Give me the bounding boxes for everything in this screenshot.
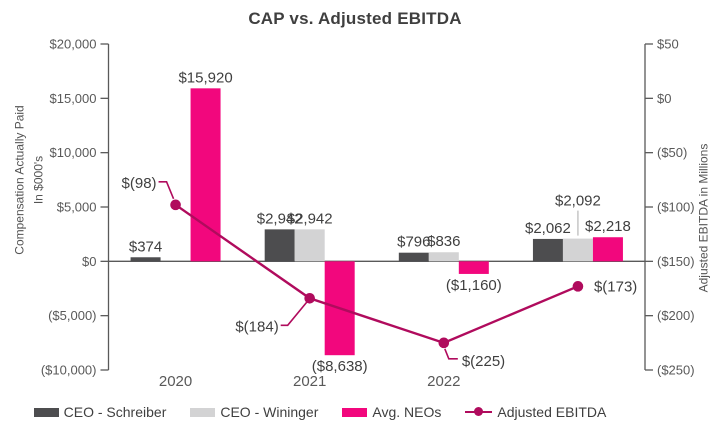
legend-label-ceo-wininger: CEO - Wininger [220,404,319,420]
ebitda-dot [572,281,584,292]
ebitda-label: $(98) [122,175,157,192]
legend-swatch-ceo-schreiber [33,407,59,417]
legend: CEO - Schreiber CEO - Wininger Avg. NEOs… [0,404,640,420]
left-tick-label: $5,000 [57,200,97,215]
bar [130,257,161,262]
left-tick-label: $0 [82,254,96,269]
bar [532,238,563,262]
bar [458,261,489,274]
legend-item-avg-neos: Avg. NEOs [342,404,441,420]
ebitda-label-leader [280,301,308,327]
legend-item-adjusted-ebitda: Adjusted EBITDA [465,404,606,420]
bar-label: ($1,160) [446,277,502,294]
ebitda-label: $(225) [462,353,505,370]
legend-swatch-avg-neos [342,407,368,417]
bar [592,237,623,262]
bar-label: $2,218 [585,218,631,235]
bar-label: $2,942 [287,210,333,227]
right-tick-label: $0 [657,91,671,106]
bar [190,88,221,262]
right-tick-label: ($250) [657,363,695,378]
bar-label: $2,062 [525,220,571,237]
ebitda-line [174,203,579,345]
left-tick-label: ($10,000) [41,363,97,378]
category-label: 2020 [159,373,192,390]
left-tick-label: $10,000 [50,145,97,160]
bar-label: ($8,638) [312,358,368,375]
legend-label-avg-neos: Avg. NEOs [372,404,442,420]
bar-label: $796 [397,234,430,251]
bar [264,229,295,262]
bar-label: $2,092 [555,193,601,210]
left-tick-label: ($5,000) [48,308,96,323]
bar-label: $2,942 [257,210,303,227]
category-label: 2022 [427,373,460,390]
legend-swatch-ceo-wininger [190,407,216,417]
chart-title: CAP vs. Adjusted EBITDA [248,9,462,28]
ebitda-label: $(184) [235,318,278,335]
ebitda-label-leader [158,181,175,200]
ebitda-dot [170,199,181,211]
legend-dot-icon [474,407,484,417]
right-tick-label: ($50) [657,145,687,160]
bar [428,252,459,262]
ebitda-label: $(173) [594,278,637,295]
right-tick-label: ($200) [657,308,695,323]
legend-item-ceo-wininger: CEO - Wininger [190,404,318,420]
ebitda-label-leader [444,348,458,360]
legend-item-ceo-schreiber: CEO - Schreiber [33,404,167,420]
bar-label: $836 [427,233,460,250]
legend-label-ceo-schreiber: CEO - Schreiber [63,404,167,420]
left-tick-label: $20,000 [50,37,97,52]
bar-label: $374 [129,238,162,255]
ebitda-dot [304,292,315,304]
bar [562,238,593,262]
bar-label: $15,920 [178,69,232,86]
bar [294,229,325,262]
right-tick-label: ($150) [657,254,695,269]
left-tick-label: $15,000 [50,91,97,106]
right-tick-label: $50 [657,37,679,52]
legend-label-adjusted-ebitda: Adjusted EBITDA [497,404,607,420]
category-label: 2021 [293,373,326,390]
ebitda-dot [438,337,450,349]
bar [398,252,429,262]
right-tick-label: ($100) [657,200,695,215]
legend-line-marker-icon [465,407,493,417]
